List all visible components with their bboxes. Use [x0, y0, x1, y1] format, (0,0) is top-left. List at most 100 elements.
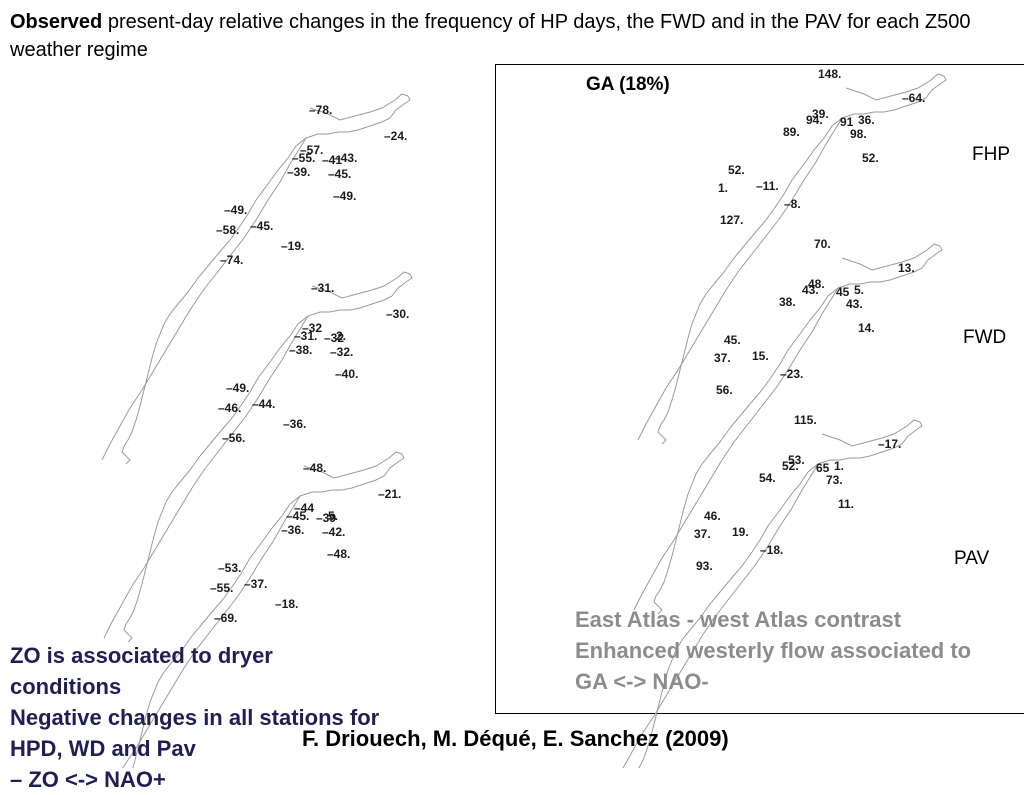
station-value: –40.: [335, 367, 358, 381]
station-value: –56.: [222, 431, 245, 445]
station-value: 1.: [834, 459, 844, 473]
fwd-label: FWD: [963, 327, 1007, 348]
zo-map-3-border-line: [122, 495, 301, 768]
ga-map-3-panel: 115. –17. 53.52. 65 1. 54. 73. 11. 46. 37. 19. –18.…: [622, 413, 923, 768]
station-value: –64.: [902, 91, 925, 105]
ga-map-2-coastline: [653, 243, 943, 615]
station-value: –49.: [224, 203, 247, 217]
station-value: –32: [302, 321, 322, 335]
zo-map-1-border-line: [101, 137, 307, 461]
station-value: 14.: [858, 321, 875, 335]
station-value: 37.: [694, 527, 711, 541]
ga-panel-frame: [495, 64, 1024, 714]
station-value: 36.: [858, 113, 875, 127]
station-value: 11.: [838, 497, 854, 511]
ga-map-2-border-line: [633, 287, 839, 611]
zo-description: ZO is associated to dryer conditions Neg…: [10, 640, 379, 795]
ga-map-2-panel: 70.13.48.43. 45 5.38. 43.14.45.37. 15.–23.56…: [633, 237, 943, 615]
station-value: –49.: [226, 381, 249, 395]
station-value: –41: [322, 153, 342, 167]
station-value: –48.: [327, 547, 350, 561]
coastline-maps: –78.–24.–57.–55. –41–43.–39. –45.–49.–49.–…: [101, 67, 947, 768]
station-value: 39.: [812, 107, 829, 121]
zo-map-3-panel: –48. –21. –44–45. –395. –36. –42. –48. –53. –55.…: [122, 451, 405, 768]
ga-map-3-border-line: [622, 463, 819, 768]
station-value: –45.: [250, 219, 273, 233]
station-value: –78.: [309, 103, 332, 117]
station-value: –38.: [289, 343, 312, 357]
station-value: –24.: [384, 129, 407, 143]
station-value: –11.: [756, 179, 779, 193]
station-value: –31.: [294, 329, 317, 343]
station-value: 53.: [788, 453, 805, 467]
station-value: –48.: [303, 461, 326, 475]
station-value: –18.: [275, 597, 298, 611]
zo-description-line: HPD, WD and Pav: [10, 736, 196, 761]
station-value: 73.: [826, 473, 843, 487]
station-value: 46.: [704, 509, 721, 523]
ga-description-line: Enhanced westerly flow associated to: [575, 638, 972, 663]
station-value: 52.: [782, 459, 799, 473]
station-value: 1.: [718, 181, 728, 195]
station-value: 65: [816, 461, 830, 475]
station-value: 70.: [814, 237, 831, 251]
station-value: –32.: [330, 345, 353, 359]
zo-map-2-border-line: [103, 315, 309, 639]
station-value: –42.: [322, 525, 345, 539]
ga-map-1-coastline: [657, 73, 947, 445]
station-value: 45: [836, 285, 850, 299]
station-value: –30.: [386, 307, 409, 321]
zo-map-2-coastline: [123, 271, 413, 643]
station-value: –39.: [287, 165, 310, 179]
zo-description-line: conditions: [10, 674, 122, 699]
station-value: 52.: [862, 151, 879, 165]
station-value: 115.: [794, 413, 817, 427]
station-value: –69.: [214, 611, 237, 625]
title-bold: Observed: [10, 11, 103, 33]
station-value: –21.: [378, 487, 401, 501]
station-value: –8.: [784, 197, 801, 211]
station-value: 89.: [783, 125, 800, 139]
station-value: –53.: [218, 561, 241, 575]
station-value: –57.: [300, 143, 323, 157]
station-value: –31.: [311, 281, 334, 295]
zo-description-line: ZO is associated to dryer: [10, 643, 273, 668]
station-value: 19.: [732, 525, 749, 539]
station-value: 15.: [752, 349, 769, 363]
station-value: –17.: [878, 437, 901, 451]
station-value: 127.: [720, 213, 743, 227]
ga-map-1-panel: 148.–64.39.94. 91 36.89. 98.52.52.1. –11.–8.…: [637, 67, 947, 445]
station-value: –44.: [252, 397, 275, 411]
station-value: 2.: [336, 329, 346, 343]
station-value: –45.: [286, 509, 309, 523]
station-value: –23.: [780, 367, 803, 381]
zo-map-2-panel: –31.–30.–32–31. –322.–38. –32.–40.–49.–46.…: [103, 271, 413, 643]
station-value: –32: [324, 331, 344, 345]
ga-map-1-border-line: [637, 117, 843, 441]
station-value: 91: [840, 115, 854, 129]
station-value: 54.: [759, 471, 776, 485]
station-value: 5.: [328, 509, 338, 523]
station-value: –55.: [210, 581, 233, 595]
zo-description-line: – ZO <-> NAO+: [10, 767, 166, 792]
zo-map-3-coastline: [132, 451, 405, 768]
station-value: –43.: [334, 151, 357, 165]
station-value: –55.: [292, 151, 315, 165]
station-value: –49.: [333, 189, 356, 203]
station-value: –19.: [281, 239, 304, 253]
station-value: –74.: [220, 253, 243, 267]
station-value: 148.: [818, 67, 841, 81]
station-value: –37.: [244, 577, 267, 591]
station-value: 43.: [802, 283, 819, 297]
ga-description-line: GA <-> NAO-: [575, 669, 709, 694]
station-value: 45.: [724, 333, 741, 347]
station-value: –36.: [281, 523, 304, 537]
ga-map-3-coastline: [638, 419, 923, 768]
station-value: –58.: [216, 223, 239, 237]
station-value: –39: [316, 511, 336, 525]
title-rest: present-day relative changes in the freq…: [10, 11, 971, 61]
station-value: 43.: [846, 297, 863, 311]
station-value: –44: [294, 501, 314, 515]
station-value: 5.: [854, 283, 864, 297]
zo-map-1-coastline: [121, 93, 411, 465]
